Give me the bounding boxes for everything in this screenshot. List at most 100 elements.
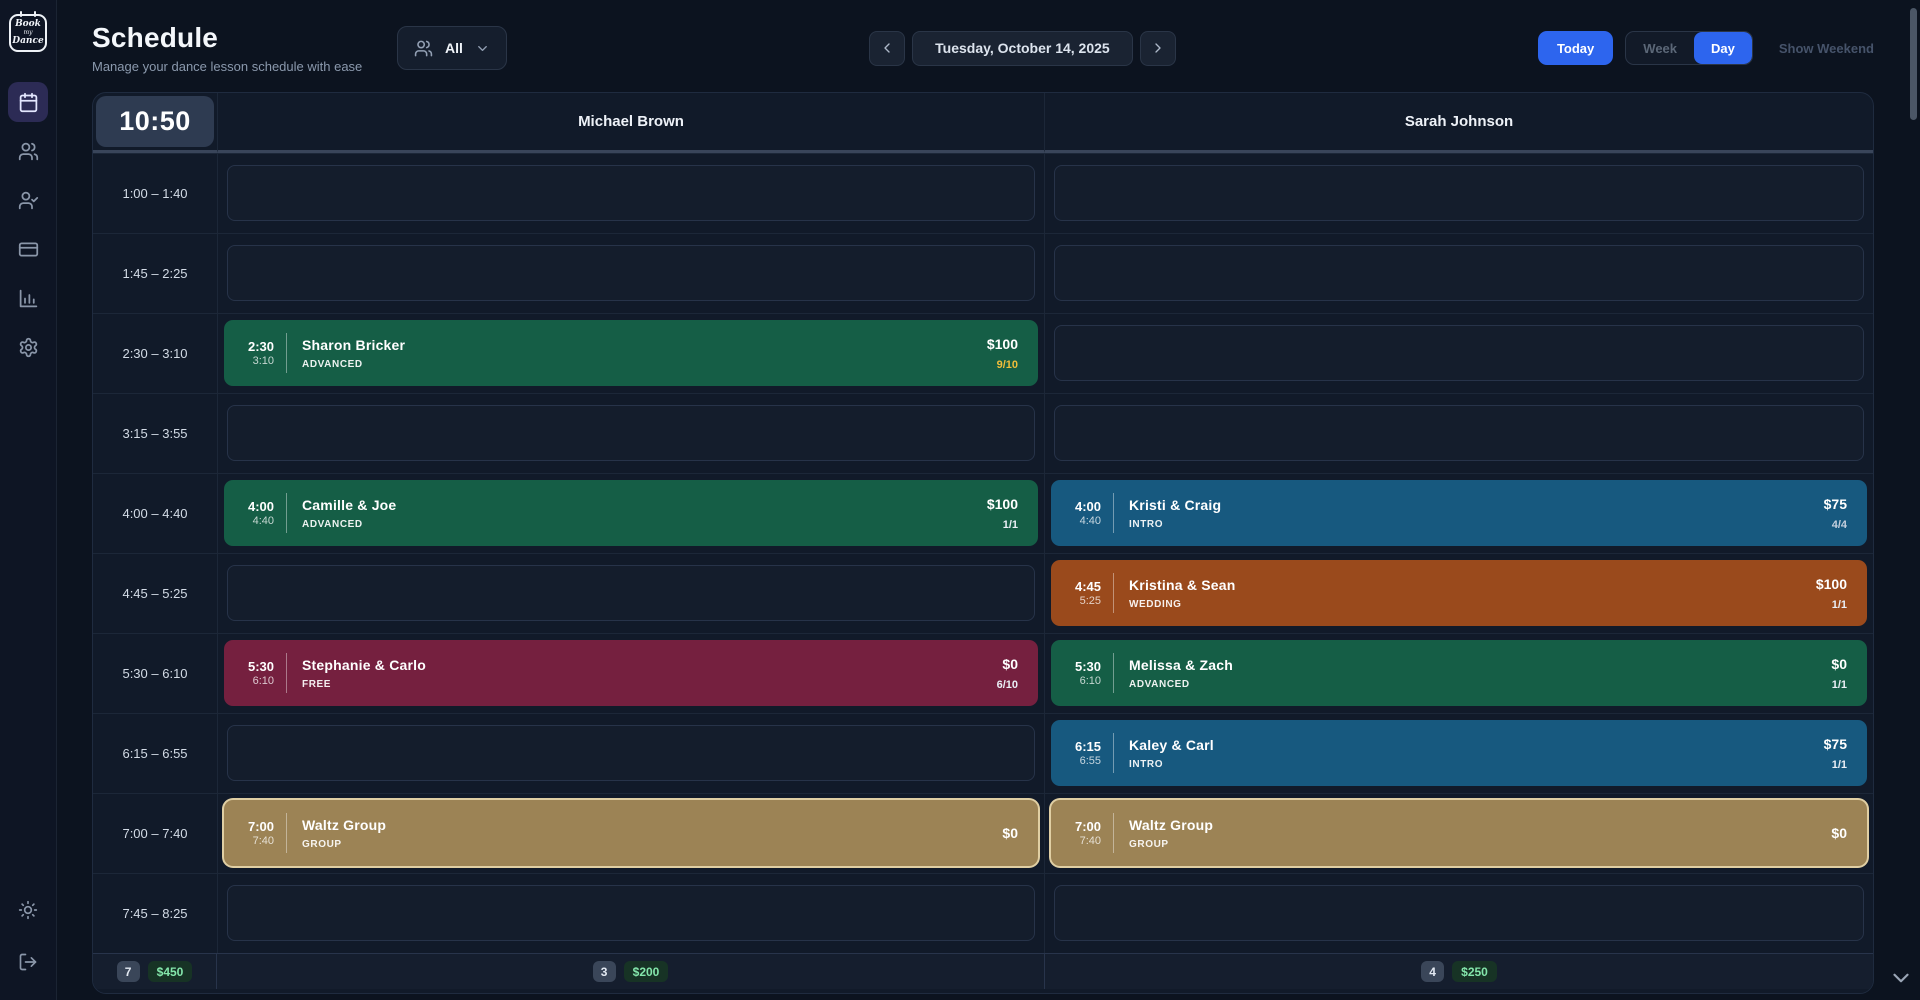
event-capacity: 9/10 [996,358,1018,371]
footer-total: 7 $450 [93,953,217,989]
app-logo[interactable]: Book my Dance [9,11,47,52]
page-subtitle: Manage your dance lesson schedule with e… [92,59,363,74]
sidebar-nav [8,82,48,367]
sidebar-item-schedule[interactable] [8,82,48,122]
grid-cell [217,713,1045,793]
grid-cell: 4:45 5:25 Kristina & Sean WEDDING $100 1/1 [1045,553,1873,633]
sidebar-item-payments[interactable] [8,229,48,269]
event-card[interactable]: 4:00 4:40 Camille & Joe ADVANCED $100 1/1 [224,480,1038,546]
grid-cell: 7:00 7:40 Waltz Group GROUP $0 [217,793,1045,873]
empty-slot[interactable] [227,565,1035,621]
empty-slot[interactable] [227,165,1035,221]
logo-text: Book [15,19,41,29]
sidebar-item-settings[interactable] [8,327,48,367]
event-category: ADVANCED [302,358,363,370]
grid-cell [217,873,1045,953]
event-time: 2:30 3:10 [247,339,274,367]
event-title: Stephanie & Carlo [302,656,426,673]
event-title: Waltz Group [302,816,387,833]
footer-column-1: 4 $250 [1045,953,1873,989]
time-slot-label: 4:45 – 5:25 [93,553,217,633]
previous-day-button[interactable] [869,30,906,66]
current-date[interactable]: Tuesday, October 14, 2025 [912,30,1133,66]
event-info: Kaley & Carl INTRO [1129,737,1824,770]
empty-slot[interactable] [1054,405,1864,461]
empty-slot[interactable] [227,405,1035,461]
event-price: $0 [1831,825,1847,841]
event-meta: $75 1/1 [1824,736,1847,771]
event-price: $100 [1815,575,1847,592]
empty-slot[interactable] [1054,885,1864,941]
event-title: Kristina & Sean [1129,576,1236,593]
event-price: $100 [986,335,1018,352]
sidebar-item-logout[interactable] [8,942,48,982]
show-weekend-toggle[interactable]: Show Weekend [1778,40,1874,56]
gear-icon [18,337,39,358]
event-card[interactable]: 5:30 6:10 Melissa & Zach ADVANCED $0 1/1 [1051,640,1867,706]
event-meta: $100 9/10 [987,336,1018,371]
scroll-down-chevron-icon[interactable] [1888,965,1914,996]
empty-slot[interactable] [227,885,1035,941]
users-icon [414,39,433,58]
grid-cell [217,233,1045,313]
sidebar-item-clients[interactable] [8,131,48,171]
week-view-button[interactable]: Week [1626,32,1694,64]
empty-slot[interactable] [1054,165,1864,221]
event-meta: $0 1/1 [1831,656,1847,691]
grid-cell [217,393,1045,473]
page-title: Schedule [92,22,219,53]
grid-cell: 5:30 6:10 Stephanie & Carlo FREE $0 6/10 [217,633,1045,713]
grid-header-gutter: 10:50 [93,93,217,153]
event-title: Kristi & Craig [1129,496,1222,513]
event-category: ADVANCED [1129,678,1190,690]
event-capacity: 1/1 [1831,598,1847,611]
event-card[interactable]: 4:45 5:25 Kristina & Sean WEDDING $100 1/1 [1051,560,1867,626]
event-info: Kristina & Sean WEDDING [1129,577,1816,610]
empty-slot[interactable] [227,245,1035,301]
grid-cell [1045,313,1873,393]
time-slot-label: 1:45 – 2:25 [93,233,217,313]
grid-cell: 5:30 6:10 Melissa & Zach ADVANCED $0 1/1 [1045,633,1873,713]
event-card[interactable]: 5:30 6:10 Stephanie & Carlo FREE $0 6/10 [224,640,1038,706]
column-lessons-badge: 4 [1421,961,1445,982]
page-scrollbar-thumb[interactable] [1910,8,1917,120]
event-card[interactable]: 2:30 3:10 Sharon Bricker ADVANCED $100 9/10 [224,320,1038,386]
event-card[interactable]: 7:00 7:40 Waltz Group GROUP $0 [224,800,1038,866]
sidebar-item-theme-toggle[interactable] [8,890,48,930]
grid-cell: 4:00 4:40 Kristi & Craig INTRO $75 4/4 [1045,473,1873,553]
grid-cell [1045,233,1873,313]
instructor-filter-dropdown[interactable]: All [397,26,507,70]
event-card[interactable]: 7:00 7:40 Waltz Group GROUP $0 [1051,800,1867,866]
empty-slot[interactable] [1054,325,1864,381]
today-button[interactable]: Today [1537,31,1614,65]
day-view-button[interactable]: Day [1694,32,1752,64]
event-meta: $75 4/4 [1824,496,1847,531]
event-card[interactable]: 6:15 6:55 Kaley & Carl INTRO $75 1/1 [1051,720,1867,786]
event-time: 7:00 7:40 [1074,819,1101,847]
event-time: 5:30 6:10 [247,659,274,687]
time-slot-label: 1:00 – 1:40 [93,153,217,233]
chevron-right-icon [1150,40,1166,56]
next-day-button[interactable] [1139,30,1176,66]
grid-cell [217,153,1045,233]
grid-cell: 6:15 6:55 Kaley & Carl INTRO $75 1/1 [1045,713,1873,793]
current-time-badge: 10:50 [96,96,214,147]
empty-slot[interactable] [227,725,1035,781]
empty-slot[interactable] [1054,245,1864,301]
event-info: Melissa & Zach ADVANCED [1129,657,1831,690]
event-divider [286,333,287,373]
time-slot-label: 7:45 – 8:25 [93,873,217,953]
credit-card-icon [18,239,39,260]
event-card[interactable]: 4:00 4:40 Kristi & Craig INTRO $75 4/4 [1051,480,1867,546]
time-slot-label: 6:15 – 6:55 [93,713,217,793]
event-info: Camille & Joe ADVANCED [302,497,987,530]
date-navigation: Tuesday, October 14, 2025 [869,30,1176,66]
sidebar-item-reports[interactable] [8,278,48,318]
event-price: $0 [1831,655,1847,672]
grid-cell [1045,873,1873,953]
time-slot-label: 2:30 – 3:10 [93,313,217,393]
event-divider [1113,733,1114,773]
event-title: Camille & Joe [302,496,397,513]
sidebar-item-instructors[interactable] [8,180,48,220]
event-category: WEDDING [1129,598,1182,610]
